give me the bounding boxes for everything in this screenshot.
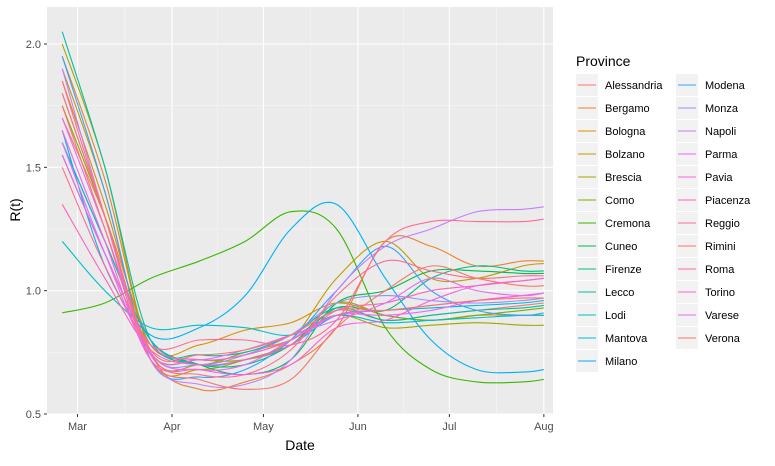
y-tick-label: 2.0 [26, 39, 41, 51]
series-line-cremona [62, 210, 544, 384]
legend-label-firenze: Firenze [605, 264, 642, 276]
legend-label-bologna: Bologna [605, 126, 646, 138]
legend-label-cremona: Cremona [605, 218, 651, 230]
series-line-napoli [61, 68, 544, 389]
legend-label-rimini: Rimini [705, 241, 736, 253]
legend-label-bergamo: Bergamo [605, 103, 650, 115]
series-line-rimini [61, 105, 544, 390]
series-line-torino [61, 130, 544, 376]
legend-label-piacenza: Piacenza [705, 195, 751, 207]
x-axis: Mar Apr May Jun Jul Aug [68, 414, 554, 433]
x-axis-title: Date [285, 437, 315, 453]
x-tick-label: Mar [68, 421, 87, 433]
legend-label-bolzano: Bolzano [605, 149, 645, 161]
legend-label-monza: Monza [705, 103, 739, 115]
series-line-varese [61, 142, 544, 365]
legend-label-torino: Torino [705, 287, 735, 299]
legend-label-reggio: Reggio [705, 218, 740, 230]
legend-label-roma: Roma [705, 264, 735, 276]
y-tick-label: 1.5 [26, 162, 41, 174]
series-lines [61, 31, 544, 392]
legend-label-napoli: Napoli [705, 126, 736, 138]
legend: Province Alessandria Bergamo Bologna Bolzan… [576, 53, 751, 372]
legend-label-varese: Varese [705, 310, 739, 322]
x-tick-label: Jun [349, 421, 367, 433]
x-tick-label: May [253, 421, 274, 433]
legend-label-cuneo: Cuneo [605, 241, 637, 253]
y-tick-label: 0.5 [26, 409, 41, 421]
legend-label-milano: Milano [605, 356, 637, 368]
x-tick-label: Jul [442, 421, 456, 433]
legend-label-pavia: Pavia [705, 172, 733, 184]
legend-label-verona: Verona [705, 333, 741, 345]
legend-label-alessandria: Alessandria [605, 80, 663, 92]
grid-major [47, 7, 553, 415]
y-axis-title: R(t) [7, 198, 23, 221]
series-line-verona [61, 93, 544, 362]
legend-label-lecco: Lecco [605, 287, 634, 299]
legend-label-parma: Parma [705, 149, 738, 161]
x-tick-label: Aug [534, 421, 554, 433]
x-tick-label: Apr [163, 421, 180, 433]
legend-label-modena: Modena [705, 80, 746, 92]
legend-title: Province [576, 53, 631, 69]
legend-label-lodi: Lodi [605, 310, 626, 322]
legend-label-mantova: Mantova [605, 333, 648, 345]
y-tick-label: 1.0 [26, 286, 41, 298]
legend-label-como: Como [605, 195, 634, 207]
legend-label-brescia: Brescia [605, 172, 643, 184]
y-axis: 0.5 1.0 1.5 2.0 [26, 39, 47, 421]
